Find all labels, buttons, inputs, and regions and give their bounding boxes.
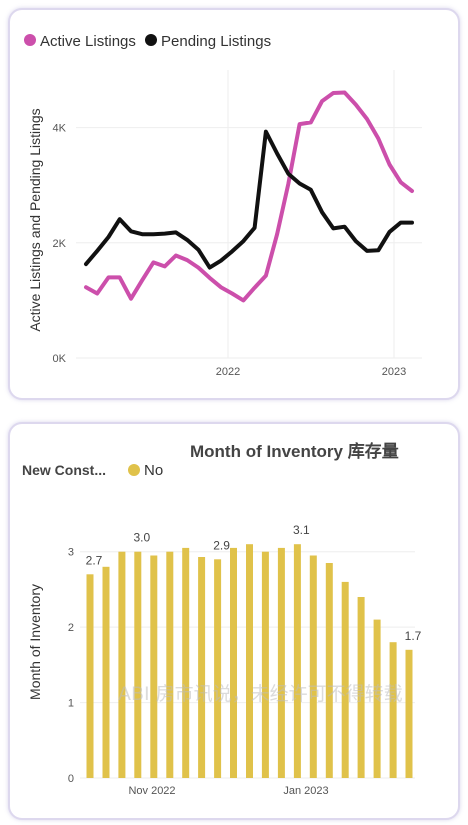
bar-y-tick: 2 — [68, 622, 74, 634]
bar — [230, 547, 237, 778]
legend-marker-no — [128, 464, 140, 476]
legend-label-no: No — [144, 462, 163, 479]
bar — [198, 557, 206, 778]
watermark: ABI 房市讯说，未经许可不得转载 — [118, 683, 403, 705]
bar — [150, 555, 158, 778]
bar-chart: Month of Inventory 库存量 New Const... No M… — [22, 441, 422, 797]
bar — [405, 649, 413, 778]
line-y-tick: 2K — [53, 238, 67, 250]
line-y-tick: 0K — [53, 353, 67, 365]
bar — [277, 547, 285, 778]
line-x-tick: 2023 — [382, 366, 406, 378]
bar-y-tick: 3 — [68, 547, 74, 559]
bar-chart-card: Month of Inventory 库存量 New Const... No M… — [8, 422, 460, 820]
bar — [309, 555, 317, 778]
active-listings-line — [84, 90, 414, 303]
legend-label-active: Active Listings — [40, 33, 136, 50]
line-legend: Active Listings Pending Listings — [24, 33, 271, 50]
legend-marker-pending — [145, 34, 157, 46]
bar — [86, 574, 94, 778]
bar-data-label: 1.7 — [405, 629, 422, 643]
legend-marker-active — [24, 34, 36, 46]
bar-data-label: 2.7 — [86, 553, 103, 567]
line-x-tick: 2022 — [216, 366, 240, 378]
bar-data-label: 3.0 — [134, 531, 151, 545]
bar — [118, 551, 126, 778]
line-y-axis-title: Active Listings and Pending Listings — [27, 108, 43, 331]
bar — [293, 544, 301, 778]
bar-data-label: 3.1 — [293, 523, 310, 537]
bar — [341, 581, 349, 778]
bar-y-tick: 0 — [68, 773, 74, 785]
line-y-tick: 4K — [53, 123, 67, 135]
bar — [182, 547, 190, 778]
bar-y-axis-title: Month of Inventory — [27, 584, 43, 700]
bar-y-tick: 1 — [68, 698, 74, 710]
bar — [134, 551, 142, 778]
bar — [261, 551, 269, 778]
bar — [325, 563, 333, 778]
line-chart: Active Listings Pending Listings Active … — [24, 33, 422, 378]
pending-listings-line — [84, 129, 414, 270]
bar-x-tick: Nov 2022 — [128, 785, 175, 797]
bar-x-tick: Jan 2023 — [283, 785, 328, 797]
bar-legend: New Const... No — [22, 462, 163, 479]
bar — [357, 597, 365, 778]
bar — [389, 642, 397, 778]
bar — [166, 551, 174, 778]
line-chart-card: Active Listings Pending Listings Active … — [8, 8, 460, 400]
legend-title: New Const... — [22, 462, 106, 478]
bar-data-label: 2.9 — [213, 538, 230, 552]
bar — [214, 559, 222, 778]
bar — [373, 619, 381, 778]
bar-chart-title: Month of Inventory 库存量 — [190, 441, 399, 461]
bar — [246, 544, 253, 778]
legend-label-pending: Pending Listings — [161, 33, 271, 50]
bar — [102, 566, 110, 778]
